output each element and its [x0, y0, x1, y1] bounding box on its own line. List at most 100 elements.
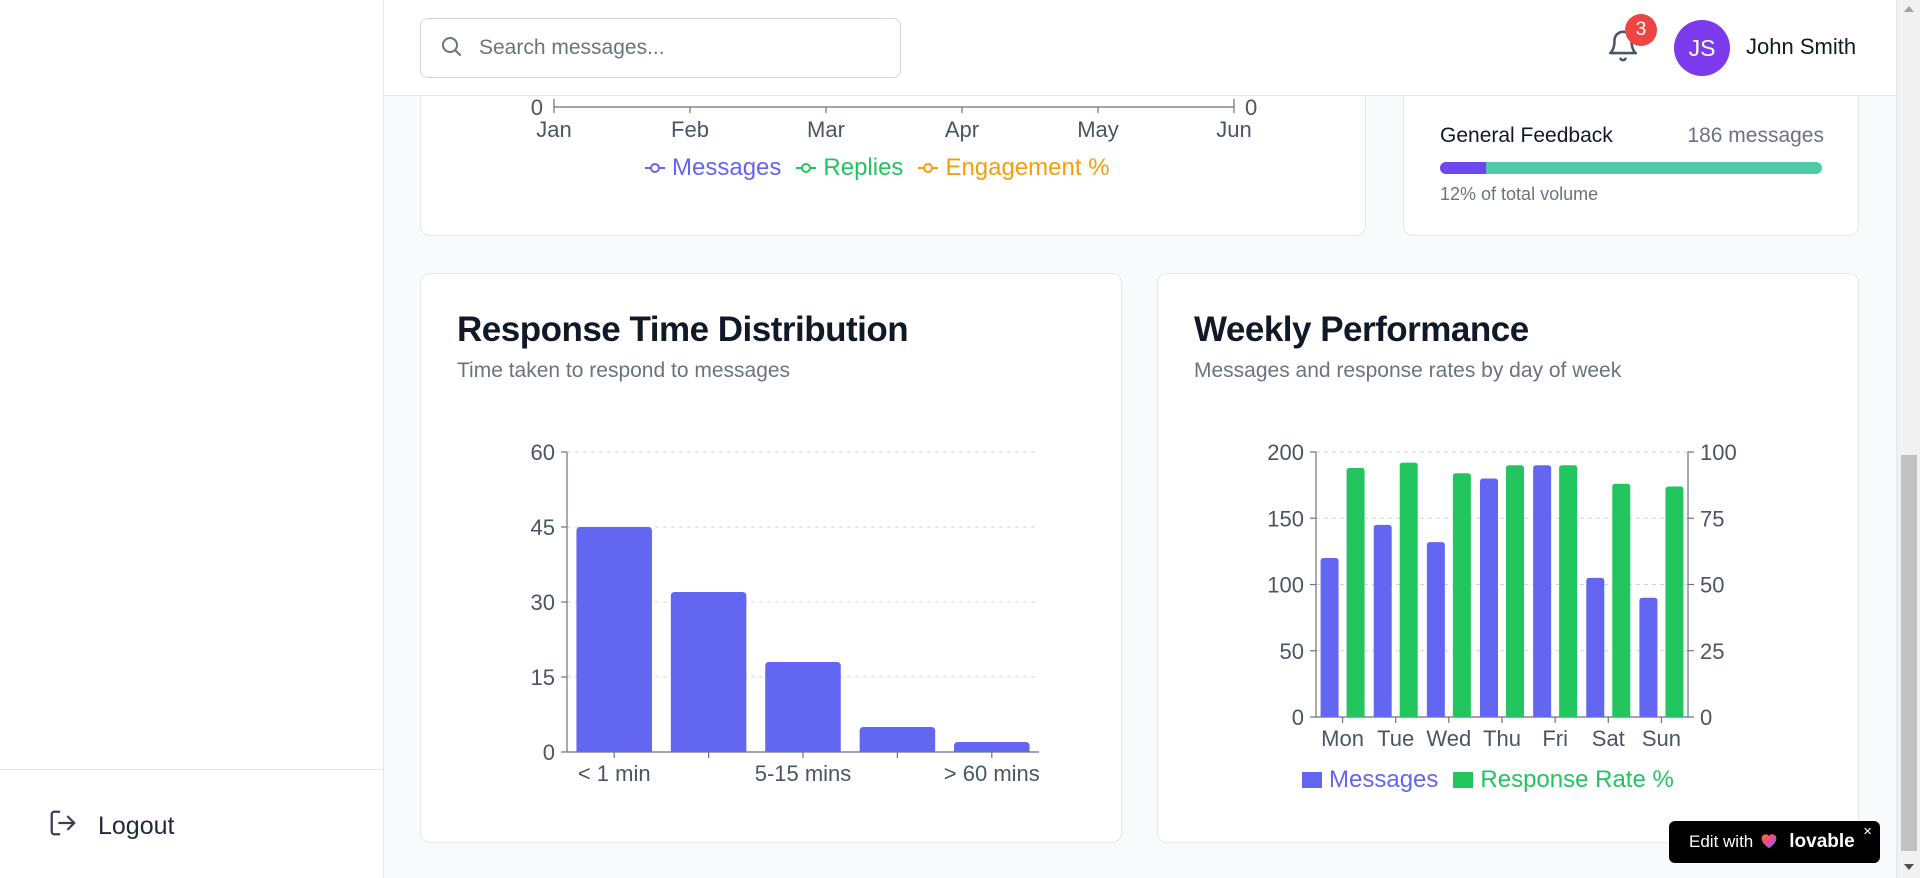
wk-y-left-tick-label: 50 [1280, 639, 1304, 664]
top-header: 3 JS John Smith [384, 0, 1896, 96]
wk-x-tick-label: Fri [1542, 726, 1568, 751]
wk-messages-bar[interactable] [1586, 577, 1605, 717]
scroll-down-arrow[interactable] [1904, 864, 1914, 870]
legend-line-marker-icon [796, 163, 817, 173]
edit-with-lovable-badge[interactable]: Edit with lovable × [1669, 821, 1880, 863]
feedback-category-row: General Feedback 186 messages 12% of tot… [1404, 101, 1860, 211]
wk-x-tick-label: Sat [1592, 726, 1625, 751]
wk-messages-bar[interactable] [1373, 524, 1392, 717]
trend-legend-item[interactable]: Engagement % [917, 154, 1110, 182]
response-time-subtitle: Time taken to respond to messages [457, 359, 791, 382]
sidebar-footer: Logout [0, 769, 383, 840]
rt-y-tick-label: 60 [531, 440, 555, 465]
wk-y-right-tick-label: 100 [1700, 440, 1737, 465]
trend-x-tick-label: Mar [807, 117, 845, 142]
lovable-brand: lovable [1789, 831, 1855, 852]
notifications-button[interactable] [1606, 28, 1640, 66]
rt-x-tick-label: 5-15 mins [755, 761, 852, 786]
wk-y-right-tick-label: 25 [1700, 639, 1724, 664]
rt-bar[interactable] [670, 592, 747, 752]
logout-button[interactable]: Logout [48, 808, 174, 845]
weekly-chart: 0 50 100 150 200 0 25 50 75 100 Mon Tue Wed Thu Fri Sat… [1267, 440, 1737, 751]
wk-y-left-tick-label: 100 [1267, 573, 1304, 598]
avatar[interactable]: JS [1674, 20, 1730, 76]
notification-badge: 3 [1625, 14, 1657, 46]
logout-icon [48, 808, 78, 845]
wk-response-rate-bar[interactable] [1665, 486, 1684, 717]
wk-x-tick-label: Tue [1377, 726, 1414, 751]
feedback-progress-bar [1440, 162, 1822, 174]
trend-chart: 0 0 Jan Feb Mar Apr May Jun [531, 95, 1258, 142]
wk-x-tick-label: Mon [1321, 726, 1364, 751]
search-icon [439, 34, 463, 63]
trend-x-tick-label: Feb [671, 117, 709, 142]
trend-x-tick-label: Apr [945, 117, 979, 142]
wk-messages-bar[interactable] [1480, 478, 1498, 718]
trend-legend-item[interactable]: Replies [795, 154, 903, 182]
trend-x-tick-label: Jan [536, 117, 571, 142]
legend-square-marker-icon [1453, 772, 1474, 788]
wk-messages-bar[interactable] [1320, 558, 1339, 717]
trend-y-left-tick: 0 [531, 95, 543, 120]
trend-legend-label: Engagement % [945, 154, 1110, 181]
trend-legend-label: Messages [672, 154, 782, 181]
response-time-title: Response Time Distribution [457, 310, 909, 349]
rt-bar[interactable] [765, 662, 841, 752]
lovable-prefix: Edit with [1689, 832, 1754, 851]
weekly-performance-card: Weekly Performance Messages and response… [1157, 273, 1859, 843]
trend-legend: Messages Replies Engagement % [644, 154, 1110, 182]
wk-messages-bar[interactable] [1639, 597, 1658, 717]
wk-legend-item[interactable]: Messages [1301, 766, 1438, 794]
wk-x-tick-label: Sun [1642, 726, 1681, 751]
heart-icon [1759, 831, 1779, 854]
close-icon[interactable]: × [1863, 823, 1872, 840]
rt-bar[interactable] [954, 742, 1030, 752]
wk-response-rate-bar[interactable] [1506, 465, 1524, 717]
feedback-progress-fill [1440, 162, 1486, 174]
wk-y-right-tick-label: 75 [1700, 506, 1724, 531]
wk-y-right-tick-label: 50 [1700, 573, 1724, 598]
feedback-category-label: General Feedback [1440, 124, 1613, 147]
logout-label: Logout [98, 812, 175, 840]
response-time-card: Response Time Distribution Time taken to… [420, 273, 1122, 843]
response-time-chart: 0 15 30 45 60 < 1 min 5-15 mins > 60 mins [531, 440, 1040, 786]
rt-x-tick-label: > 60 mins [944, 761, 1040, 786]
rt-bar[interactable] [859, 727, 936, 752]
user-name[interactable]: John Smith [1746, 34, 1857, 59]
page-scrollbar[interactable] [1896, 0, 1920, 878]
bell-icon [1606, 30, 1640, 68]
weekly-title: Weekly Performance [1194, 310, 1529, 349]
trend-legend-label: Replies [823, 154, 904, 181]
scrollbar-thumb[interactable] [1901, 455, 1917, 851]
trend-legend-item[interactable]: Messages [644, 154, 781, 182]
wk-response-rate-bar[interactable] [1612, 483, 1631, 717]
scroll-up-arrow[interactable] [1904, 6, 1914, 12]
legend-line-marker-icon [645, 163, 665, 173]
weekly-subtitle: Messages and response rates by day of we… [1194, 359, 1622, 382]
wk-y-left-tick-label: 0 [1292, 705, 1304, 730]
legend-line-marker-icon [918, 163, 939, 173]
wk-legend-item[interactable]: Response Rate % [1452, 766, 1674, 794]
wk-x-tick-label: Thu [1483, 726, 1521, 751]
wk-legend-label: Response Rate % [1480, 766, 1674, 793]
rt-y-tick-label: 15 [531, 665, 555, 690]
wk-y-right-tick-label: 0 [1700, 705, 1712, 730]
wk-legend-label: Messages [1329, 766, 1439, 793]
search-box[interactable] [420, 18, 901, 78]
sidebar: Logout [0, 0, 384, 878]
wk-response-rate-bar[interactable] [1399, 462, 1418, 717]
wk-messages-bar[interactable] [1533, 465, 1552, 717]
wk-x-tick-label: Wed [1426, 726, 1471, 751]
weekly-legend: Messages Response Rate % [1301, 766, 1674, 794]
wk-response-rate-bar[interactable] [1452, 473, 1471, 717]
trend-x-tick-label: May [1077, 117, 1119, 142]
wk-response-rate-bar[interactable] [1346, 467, 1365, 717]
trend-y-right-tick: 0 [1245, 95, 1257, 120]
wk-response-rate-bar[interactable] [1559, 465, 1578, 717]
search-input[interactable] [479, 36, 879, 60]
wk-messages-bar[interactable] [1426, 542, 1445, 717]
rt-bar[interactable] [576, 527, 652, 752]
wk-y-left-tick-label: 150 [1267, 506, 1304, 531]
rt-y-tick-label: 45 [531, 515, 555, 540]
rt-y-tick-label: 0 [543, 740, 555, 765]
